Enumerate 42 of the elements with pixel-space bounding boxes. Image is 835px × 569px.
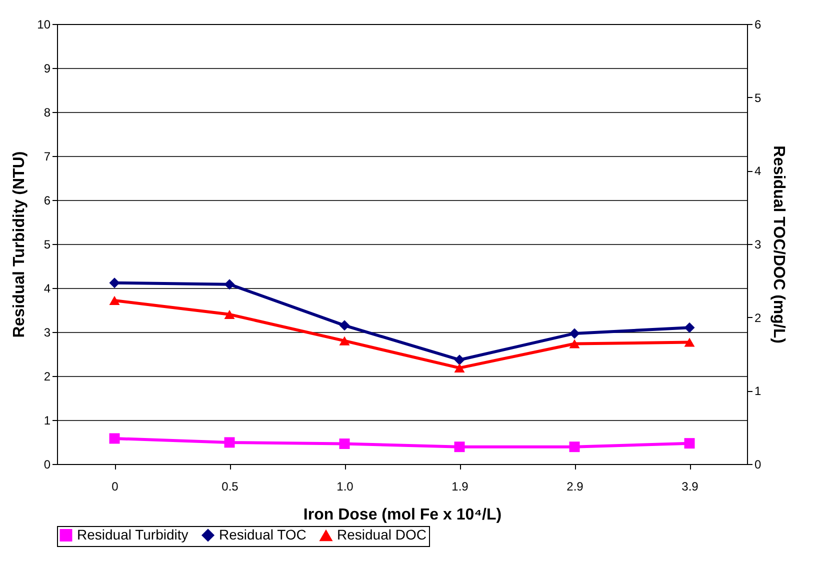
point (454, 363, 465, 372)
y-tick-label: 9 (44, 62, 51, 76)
legend-label: Residual Turbidity (77, 526, 188, 542)
y2-tick-label: 4 (754, 164, 762, 178)
x-tick-label: 1.9 (452, 480, 469, 494)
x-axis-title: Iron Dose (mol Fe x 10⁴/L) (303, 506, 502, 524)
y2-tick-label: 3 (754, 238, 762, 252)
point (109, 296, 120, 306)
x-tick-label: 0 (112, 480, 119, 494)
point (109, 278, 120, 288)
point (684, 338, 695, 347)
legend-label: Residual TOC (219, 526, 306, 542)
y-tick-label: 4 (44, 282, 51, 296)
point (569, 339, 580, 348)
x-tick-label: 1.0 (336, 480, 354, 494)
y-tick-label: 3 (44, 326, 51, 340)
y-tick-label: 2 (44, 370, 51, 384)
point (569, 328, 580, 339)
y-tick-label: 0 (44, 458, 51, 472)
point (224, 279, 235, 290)
y2-tick-label: 0 (754, 458, 762, 472)
point (224, 310, 235, 319)
x-tick-label: 2.9 (566, 480, 584, 494)
point (339, 336, 350, 346)
y-tick-label: 7 (44, 150, 51, 164)
y-tick-label: 1 (44, 414, 51, 428)
y-tick-label: 5 (44, 238, 51, 252)
y2-tick-label: 6 (754, 18, 762, 32)
y-tick-label: 8 (44, 106, 51, 120)
y2-tick-label: 2 (754, 310, 762, 325)
point (454, 354, 465, 366)
point (684, 322, 695, 333)
point (339, 320, 350, 331)
y2-axis-title: Residual TOC/DOC (mg/L) (770, 146, 788, 344)
y2-tick-label: 1 (754, 384, 762, 398)
legend-label: Residual DOC (337, 526, 426, 543)
x-tick-label: 0.5 (222, 480, 239, 494)
y-tick-label: 6 (44, 194, 51, 208)
y-axis-title: Residual Turbidity (NTU) (11, 151, 28, 338)
y2-tick-label: 5 (754, 90, 762, 105)
y-tick-label: 10 (37, 18, 51, 32)
x-tick-label: 3.9 (682, 480, 699, 494)
